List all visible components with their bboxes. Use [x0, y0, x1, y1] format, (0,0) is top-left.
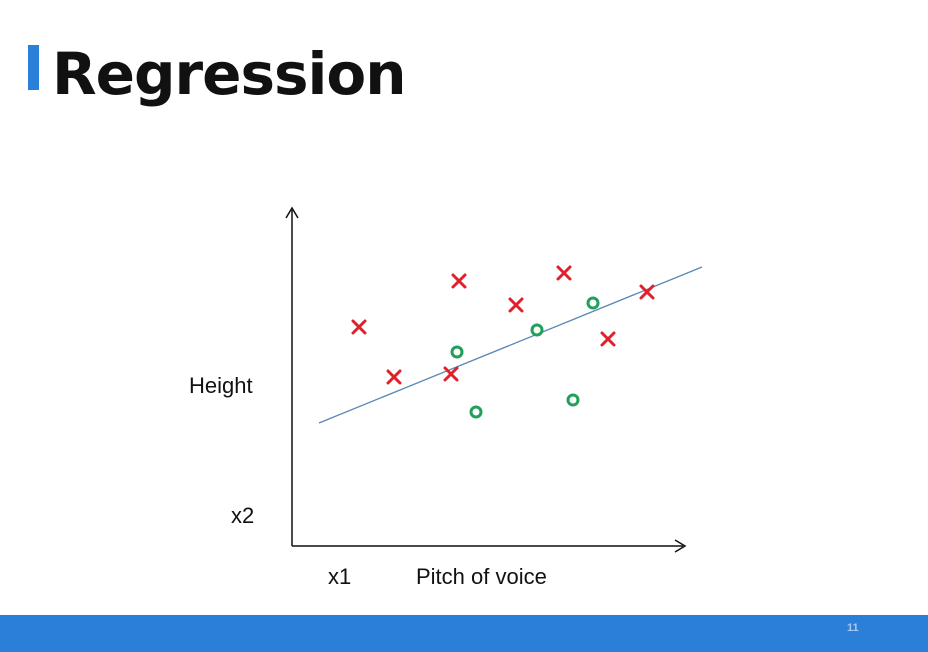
circle-marker [450, 345, 464, 359]
footer-bar [0, 615, 928, 652]
cross-marker [508, 297, 524, 313]
circle-marker [586, 296, 600, 310]
x-axis-variable: x1 [328, 564, 351, 589]
circle-marker [469, 405, 483, 419]
title-accent-bar [28, 45, 39, 90]
cross-marker [351, 319, 367, 335]
x-axis-label: Pitch of voice [416, 564, 547, 589]
y-axis-label: Height [189, 373, 253, 398]
circle-marker [530, 323, 544, 337]
cross-marker [639, 284, 655, 300]
circle-markers [450, 296, 600, 419]
cross-marker [451, 273, 467, 289]
cross-marker [386, 369, 402, 385]
y-axis-variable: x2 [231, 503, 254, 528]
slide-title: Regression [52, 40, 407, 108]
page-number: 11 [847, 622, 859, 634]
cross-markers [351, 265, 655, 385]
cross-marker [443, 366, 459, 382]
cross-marker [600, 331, 616, 347]
y-axis-arrowhead [285, 206, 299, 219]
x-axis-arrowhead [674, 539, 687, 553]
regression-line [318, 266, 703, 424]
circle-marker [566, 393, 580, 407]
cross-marker [556, 265, 572, 281]
